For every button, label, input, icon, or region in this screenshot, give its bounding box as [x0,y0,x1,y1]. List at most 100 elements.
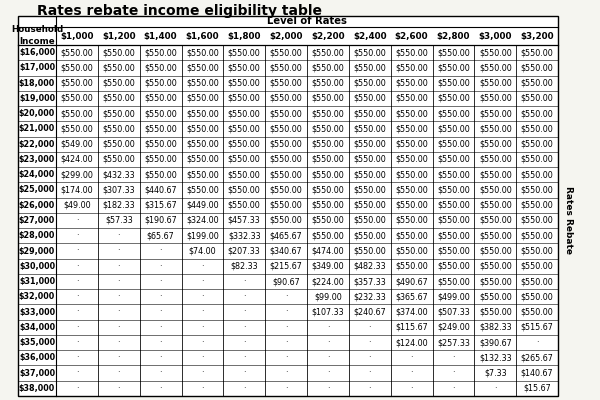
Text: $550.00: $550.00 [144,48,177,57]
Text: $36,000: $36,000 [19,353,55,362]
Text: $550.00: $550.00 [395,231,428,240]
Text: $550.00: $550.00 [144,63,177,72]
Text: $550.00: $550.00 [186,140,219,149]
Text: $550.00: $550.00 [437,94,470,103]
Text: $550.00: $550.00 [311,48,344,57]
Text: ·: · [285,323,287,332]
Text: $550.00: $550.00 [521,308,553,316]
Text: $23,000: $23,000 [19,155,55,164]
Text: $550.00: $550.00 [521,201,553,210]
Text: ·: · [76,308,78,316]
Text: $449.00: $449.00 [186,201,219,210]
Text: $550.00: $550.00 [395,201,428,210]
Text: $550.00: $550.00 [437,109,470,118]
Text: ·: · [118,308,120,316]
Text: ·: · [494,384,497,393]
Text: Level of Rates: Level of Rates [267,16,347,26]
Text: $499.00: $499.00 [437,292,470,301]
Text: $550.00: $550.00 [228,94,260,103]
Text: $550.00: $550.00 [61,109,93,118]
Text: $3,200: $3,200 [520,32,554,40]
Text: ·: · [368,369,371,378]
Text: $550.00: $550.00 [437,246,470,256]
Text: $550.00: $550.00 [144,140,177,149]
Text: $2,000: $2,000 [269,32,303,40]
Text: $550.00: $550.00 [311,109,344,118]
Text: $550.00: $550.00 [395,140,428,149]
Text: $550.00: $550.00 [437,124,470,134]
Text: ·: · [243,308,245,316]
Text: ·: · [243,353,245,362]
Text: $199.00: $199.00 [186,231,219,240]
Text: $550.00: $550.00 [103,155,135,164]
Text: $550.00: $550.00 [479,277,512,286]
Text: $550.00: $550.00 [228,201,260,210]
Text: ·: · [326,384,329,393]
Text: ·: · [285,292,287,301]
Text: $550.00: $550.00 [353,79,386,88]
Text: $550.00: $550.00 [437,79,470,88]
Text: ·: · [76,369,78,378]
Text: $550.00: $550.00 [228,155,260,164]
Text: $550.00: $550.00 [437,262,470,271]
Text: ·: · [243,384,245,393]
Text: $550.00: $550.00 [103,109,135,118]
Text: $550.00: $550.00 [353,48,386,57]
Text: $390.67: $390.67 [479,338,512,347]
Text: ·: · [452,369,455,378]
Text: $550.00: $550.00 [479,186,512,194]
Text: $550.00: $550.00 [270,124,302,134]
Text: ·: · [76,292,78,301]
Text: $190.67: $190.67 [144,216,177,225]
Text: $550.00: $550.00 [479,216,512,225]
Text: $374.00: $374.00 [395,308,428,316]
Text: ·: · [76,277,78,286]
Text: $37,000: $37,000 [19,369,55,378]
Text: ·: · [201,308,203,316]
Text: ·: · [118,323,120,332]
Text: $550.00: $550.00 [270,186,302,194]
Text: ·: · [160,262,162,271]
Text: $440.67: $440.67 [144,186,177,194]
Text: $550.00: $550.00 [311,63,344,72]
Text: $550.00: $550.00 [521,94,553,103]
Text: ·: · [536,338,538,347]
Text: $1,600: $1,600 [185,32,219,40]
Text: ·: · [285,353,287,362]
Text: $550.00: $550.00 [311,124,344,134]
Text: $550.00: $550.00 [311,201,344,210]
Text: ·: · [76,262,78,271]
Text: ·: · [243,277,245,286]
Text: $2,400: $2,400 [353,32,386,40]
Text: $174.00: $174.00 [61,186,93,194]
Text: $550.00: $550.00 [228,63,260,72]
Text: $2,600: $2,600 [395,32,428,40]
Text: ·: · [76,353,78,362]
Text: $550.00: $550.00 [395,48,428,57]
Text: ·: · [160,308,162,316]
Text: ·: · [410,369,413,378]
Text: $550.00: $550.00 [186,155,219,164]
Text: ·: · [201,338,203,347]
Text: $307.33: $307.33 [103,186,135,194]
Text: $7.33: $7.33 [484,369,506,378]
Text: $357.33: $357.33 [353,277,386,286]
Text: $550.00: $550.00 [61,63,93,72]
Text: $550.00: $550.00 [479,140,512,149]
Text: $550.00: $550.00 [270,216,302,225]
Text: $550.00: $550.00 [479,48,512,57]
Text: $550.00: $550.00 [479,170,512,179]
Text: ·: · [243,323,245,332]
Text: $550.00: $550.00 [479,124,512,134]
Text: $550.00: $550.00 [228,124,260,134]
Text: $315.67: $315.67 [144,201,177,210]
Text: $550.00: $550.00 [186,109,219,118]
Text: $550.00: $550.00 [311,216,344,225]
Text: $550.00: $550.00 [479,63,512,72]
Text: ·: · [368,353,371,362]
Text: $1,000: $1,000 [60,32,94,40]
Text: $31,000: $31,000 [19,277,55,286]
Text: $550.00: $550.00 [521,292,553,301]
Text: $550.00: $550.00 [395,155,428,164]
Text: $550.00: $550.00 [144,155,177,164]
